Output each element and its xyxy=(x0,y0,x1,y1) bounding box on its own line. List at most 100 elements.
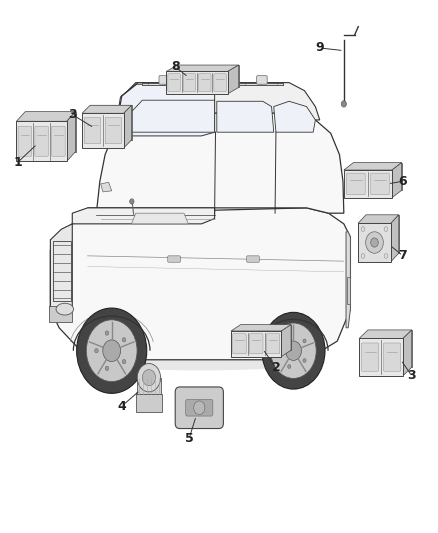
Polygon shape xyxy=(368,330,412,367)
FancyBboxPatch shape xyxy=(214,74,226,92)
Circle shape xyxy=(262,312,325,389)
Text: 2: 2 xyxy=(272,361,280,374)
Circle shape xyxy=(288,365,291,368)
Circle shape xyxy=(361,227,365,231)
Polygon shape xyxy=(281,325,291,357)
Polygon shape xyxy=(231,325,291,331)
FancyBboxPatch shape xyxy=(168,74,180,92)
Ellipse shape xyxy=(56,303,74,315)
FancyBboxPatch shape xyxy=(346,173,365,195)
FancyBboxPatch shape xyxy=(266,334,280,354)
Text: 8: 8 xyxy=(171,60,180,73)
Polygon shape xyxy=(72,208,215,224)
Polygon shape xyxy=(131,213,188,224)
FancyBboxPatch shape xyxy=(233,334,246,354)
FancyBboxPatch shape xyxy=(35,126,48,156)
Text: 5: 5 xyxy=(185,432,194,445)
FancyBboxPatch shape xyxy=(183,74,196,92)
Circle shape xyxy=(103,340,120,361)
Polygon shape xyxy=(137,378,161,394)
FancyBboxPatch shape xyxy=(371,173,389,195)
Circle shape xyxy=(194,401,205,415)
Polygon shape xyxy=(17,122,67,161)
Circle shape xyxy=(130,199,134,204)
Ellipse shape xyxy=(81,349,322,370)
Circle shape xyxy=(371,238,378,247)
Polygon shape xyxy=(353,163,402,190)
Circle shape xyxy=(142,369,155,386)
Polygon shape xyxy=(124,106,131,148)
Circle shape xyxy=(77,308,147,393)
Ellipse shape xyxy=(137,390,162,398)
FancyBboxPatch shape xyxy=(105,117,121,144)
Circle shape xyxy=(384,254,388,259)
Polygon shape xyxy=(115,84,215,136)
Polygon shape xyxy=(166,65,239,71)
Polygon shape xyxy=(403,330,412,376)
Circle shape xyxy=(271,323,316,378)
Polygon shape xyxy=(358,215,399,223)
Circle shape xyxy=(122,337,126,342)
Polygon shape xyxy=(88,113,344,213)
Polygon shape xyxy=(359,338,403,376)
Polygon shape xyxy=(346,232,350,328)
Polygon shape xyxy=(49,306,72,322)
Polygon shape xyxy=(128,100,215,132)
FancyBboxPatch shape xyxy=(362,343,378,371)
Circle shape xyxy=(384,227,388,231)
Text: 3: 3 xyxy=(407,369,416,382)
Polygon shape xyxy=(344,163,402,170)
Polygon shape xyxy=(231,331,281,357)
Polygon shape xyxy=(366,215,399,253)
Polygon shape xyxy=(136,394,162,412)
Polygon shape xyxy=(347,277,350,304)
Polygon shape xyxy=(25,112,75,151)
Circle shape xyxy=(288,333,291,337)
Polygon shape xyxy=(217,101,274,132)
FancyBboxPatch shape xyxy=(384,343,401,371)
Polygon shape xyxy=(391,215,399,262)
Polygon shape xyxy=(359,330,412,338)
FancyBboxPatch shape xyxy=(168,256,180,262)
Polygon shape xyxy=(274,101,315,132)
FancyBboxPatch shape xyxy=(198,74,211,92)
Polygon shape xyxy=(82,106,131,114)
FancyBboxPatch shape xyxy=(186,399,213,416)
Circle shape xyxy=(278,349,281,353)
Polygon shape xyxy=(114,83,320,133)
FancyBboxPatch shape xyxy=(175,387,223,429)
Polygon shape xyxy=(142,83,283,85)
Polygon shape xyxy=(166,71,228,94)
FancyBboxPatch shape xyxy=(247,256,259,262)
Circle shape xyxy=(86,320,137,382)
Text: 3: 3 xyxy=(68,108,77,121)
Polygon shape xyxy=(82,114,124,148)
Circle shape xyxy=(303,359,306,362)
Circle shape xyxy=(341,101,346,107)
Circle shape xyxy=(361,254,365,259)
Polygon shape xyxy=(101,182,112,192)
Polygon shape xyxy=(228,65,239,94)
FancyBboxPatch shape xyxy=(18,126,32,156)
Circle shape xyxy=(303,339,306,343)
FancyBboxPatch shape xyxy=(52,126,65,156)
Circle shape xyxy=(95,349,98,353)
Polygon shape xyxy=(50,208,350,360)
Circle shape xyxy=(105,366,109,370)
Polygon shape xyxy=(358,223,391,262)
Polygon shape xyxy=(344,170,392,198)
Circle shape xyxy=(122,359,126,364)
FancyBboxPatch shape xyxy=(209,76,220,84)
Polygon shape xyxy=(90,106,131,140)
Text: 7: 7 xyxy=(399,249,407,262)
Text: 6: 6 xyxy=(399,175,407,188)
Polygon shape xyxy=(240,325,291,350)
Polygon shape xyxy=(177,65,239,87)
FancyBboxPatch shape xyxy=(159,76,170,84)
Polygon shape xyxy=(50,224,72,309)
Polygon shape xyxy=(392,163,402,198)
Circle shape xyxy=(286,341,301,360)
Text: 9: 9 xyxy=(315,42,324,54)
Polygon shape xyxy=(67,112,75,161)
FancyBboxPatch shape xyxy=(85,117,101,144)
